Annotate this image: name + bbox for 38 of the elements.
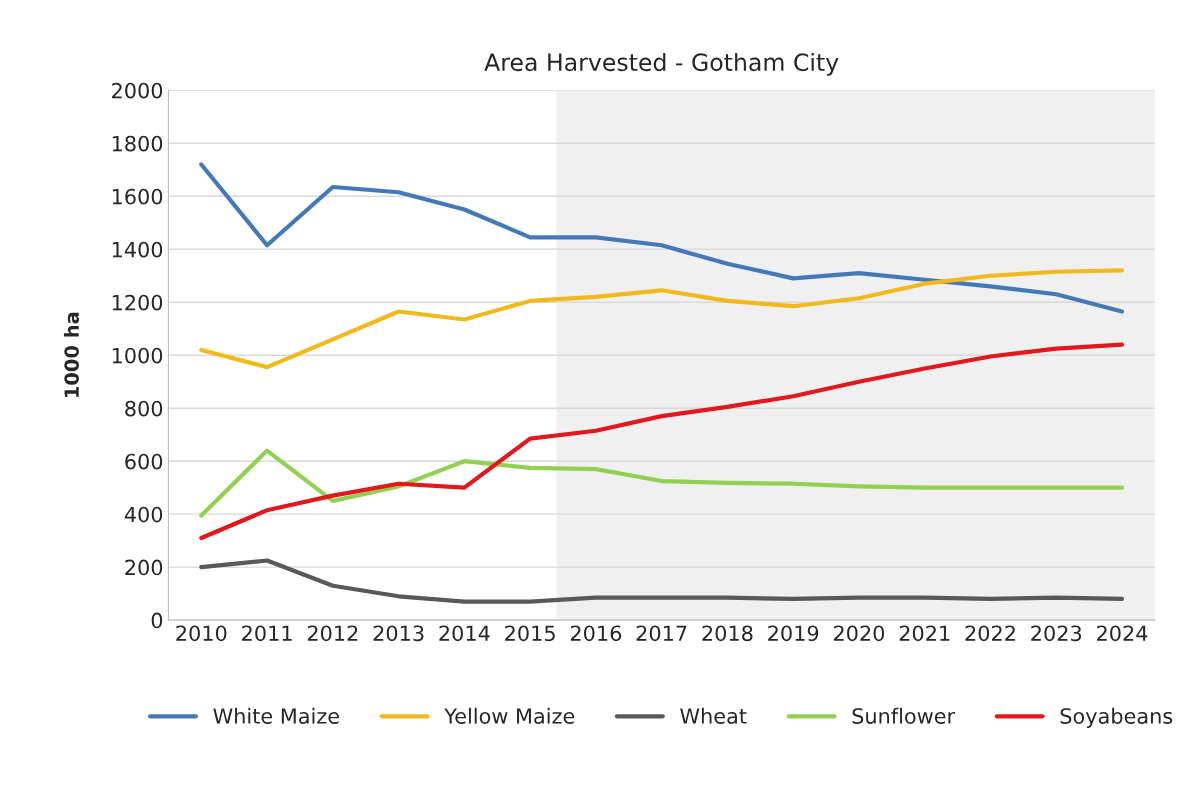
y-tick-label: 400 <box>124 506 163 523</box>
y-tick-label: 0 <box>151 612 163 629</box>
x-tick-label: 2019 <box>768 625 819 642</box>
line-series <box>199 268 1125 370</box>
y-tick-label: 1600 <box>112 188 163 205</box>
legend-label: Sunflower <box>852 707 956 724</box>
y-tick-label: 800 <box>125 400 163 417</box>
y-tick-label: 1200 <box>112 294 163 311</box>
line-series <box>199 558 1125 604</box>
x-tick-label: 2015 <box>505 625 555 642</box>
x-tick-label: 2016 <box>570 625 622 642</box>
x-tick-label: 2013 <box>373 625 424 642</box>
x-tick-label: 2022 <box>965 625 1015 642</box>
x-tick-label: 2010 <box>176 625 227 642</box>
y-tick-label: 1400 <box>112 241 163 258</box>
x-tick-label: 2021 <box>899 625 950 642</box>
legend-label: Yellow Maize <box>444 707 575 724</box>
x-tick-label: 2024 <box>1097 625 1148 642</box>
legend-label: White Maize <box>213 707 339 724</box>
x-tick-label: 2017 <box>636 625 687 642</box>
y-tick-label: 600 <box>125 453 163 470</box>
y-tick-label: 200 <box>125 559 163 576</box>
legend-label: Wheat <box>680 707 747 724</box>
x-tick-label: 2012 <box>307 625 358 642</box>
y-tick-label: 1000 <box>112 347 163 364</box>
line-series <box>199 448 1125 518</box>
line-series <box>199 342 1125 541</box>
x-tick-label: 2023 <box>1031 625 1082 642</box>
x-tick-label: 2020 <box>833 625 885 642</box>
y-tick-label: 2000 <box>112 82 163 99</box>
line-series <box>199 162 1125 314</box>
x-tick-label: 2018 <box>702 625 753 642</box>
y-tick-label: 1800 <box>112 135 163 152</box>
x-tick-label: 2011 <box>242 625 292 642</box>
chart-title: Area Harvested - Gotham City <box>484 52 839 76</box>
legend-label: Soyabeans <box>1060 707 1173 728</box>
y-axis-title: 1000 ha <box>63 312 79 397</box>
x-tick-label: 2014 <box>439 625 490 642</box>
